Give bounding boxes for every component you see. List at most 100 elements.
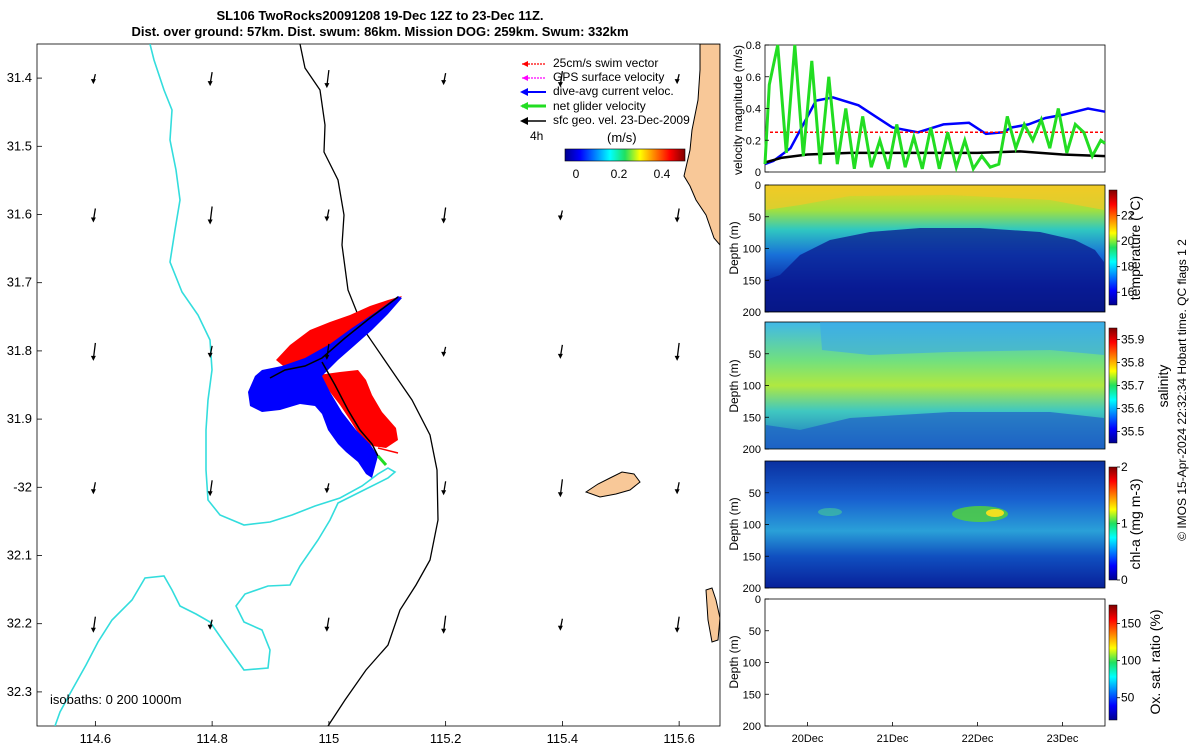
- geo-velocity-arrowhead: [207, 624, 213, 630]
- legend-item-sfc-geo: sfc geo. vel. 23-Dec-2009: [520, 113, 690, 127]
- geo-velocity-arrowhead: [674, 489, 680, 495]
- depth-tick-label: 50: [749, 212, 761, 224]
- temperature-c-ticks: 16 18 20 22: [1117, 209, 1135, 299]
- geo-velocity-arrowhead: [674, 627, 680, 633]
- depth-tick-label: 100: [743, 520, 761, 532]
- velocity-series-line: [763, 44, 1106, 173]
- swim-vectors-red: [276, 296, 402, 370]
- salinity-clabel: salinity: [1155, 365, 1171, 408]
- velocity-ylabel: velocity magnitude (m/s): [731, 45, 745, 175]
- legend-label-dive-avg: dive-avg current veloc.: [553, 84, 674, 98]
- geo-velocity-arrowhead: [557, 625, 563, 631]
- velocity-series-line: [764, 150, 1106, 164]
- geo-velocity-arrowhead: [324, 354, 330, 360]
- geo-velocity-arrowhead: [441, 80, 447, 86]
- depth-tick-label: 200: [743, 307, 761, 319]
- title-line-1: SL106 TwoRocks20091208 19-Dec 12Z to 23-…: [216, 8, 544, 23]
- colorbar-tick-label: 20: [1121, 234, 1135, 248]
- map-y-tick-label: 32.1: [7, 548, 32, 563]
- oxygen-axes-box: [764, 598, 1106, 727]
- geo-velocity-arrowhead: [557, 353, 563, 359]
- time-x-tick-label: 23Dec: [1047, 733, 1079, 745]
- depth-tick-label: 0: [755, 594, 761, 606]
- geo-velocity-arrowhead: [674, 217, 680, 223]
- depth-tick-label: 200: [743, 583, 761, 595]
- map-x-tick-label: 115.2: [430, 731, 462, 746]
- geo-velocity-arrowhead: [557, 82, 563, 88]
- map-x-tick-label: 115: [319, 731, 340, 746]
- colorbar-tick-label: 16: [1121, 285, 1135, 299]
- geo-velocity-arrowhead: [441, 628, 447, 634]
- legend-item-gps: GPS surface velocity: [522, 70, 664, 84]
- colorbar-tick-label: 100: [1121, 654, 1141, 668]
- oxygen-y-ticks: 0 50 100 150 200: [743, 594, 769, 733]
- velocity-y-tick-label: 0.2: [746, 135, 761, 147]
- oxygen-panel: Ox. sat. ratio (%) Depth (m) 0 50 100 150 20…: [727, 594, 1163, 745]
- colorbar-tick-label: 35.7: [1121, 379, 1145, 393]
- map-y-tick-label: 31.8: [7, 343, 32, 358]
- map-x-tick-label: 115.4: [547, 731, 579, 746]
- chlorophyll-patch: [818, 508, 842, 516]
- title-line-2: Dist. over ground: 57km. Dist. swum: 86k…: [131, 24, 629, 39]
- depth-tick-label: 0: [755, 180, 761, 192]
- depth-tick-label: 150: [743, 689, 761, 701]
- colorbar-tick-label: 1: [1121, 517, 1128, 531]
- chlorophyll-ylabel: Depth (m): [727, 497, 741, 550]
- colorbar-tick-label: 22: [1121, 209, 1135, 223]
- figure-title: SL106 TwoRocks20091208 19-Dec 12Z to 23-…: [40, 8, 720, 40]
- colorbar-tick-label: 0: [1121, 573, 1128, 587]
- temperature-clabel: temperature (°C): [1127, 196, 1143, 300]
- temperature-deep-layer: [766, 228, 1104, 311]
- geo-velocity-arrowhead: [324, 488, 330, 494]
- colorbar-tick-label: 50: [1121, 691, 1135, 705]
- map-y-tick-label: -32: [13, 479, 32, 494]
- map-y-tick-label: 32.3: [7, 684, 32, 699]
- legend-label-gps: GPS surface velocity: [553, 70, 664, 84]
- track-line: [269, 296, 399, 457]
- geo-velocity-arrowhead: [207, 219, 213, 225]
- velocity-y-tick-label: 0: [755, 167, 761, 179]
- salinity-c-ticks: 35.5 35.6 35.7 35.8 35.9: [1117, 333, 1145, 439]
- salinity-deep-layer: [766, 412, 1104, 448]
- geo-velocity-arrowhead: [207, 352, 213, 358]
- legend-label-swim-vector: 25cm/s swim vector: [553, 56, 658, 70]
- legend-arrowhead-green: [520, 102, 528, 110]
- colorbar-tick-label: 18: [1121, 260, 1135, 274]
- glider-track: [248, 296, 402, 478]
- land-mainland: [683, 44, 720, 246]
- current-vectors-blue: [248, 296, 402, 478]
- depth-tick-label: 150: [743, 551, 761, 563]
- copyright-footer: © IMOS 15-Apr-2024 22:32:34 Hobart time.…: [1175, 239, 1189, 541]
- map-y-tick-label: 31.4: [7, 70, 32, 85]
- depth-tick-label: 150: [743, 275, 761, 287]
- temperature-y-ticks: 0 50 100 150 200: [743, 180, 769, 319]
- map-y-ticks: 31.4 31.5 31.6 31.7 31.8 31.9 -32 32.1 32.2 32.3: [7, 70, 42, 699]
- oxygen-colorbar: [1108, 604, 1118, 721]
- depth-tick-label: 100: [743, 244, 761, 256]
- isobath-200m: [299, 44, 439, 726]
- legend-label-net-glider: net glider velocity: [553, 99, 646, 113]
- time-x-ticks: 20Dec 21Dec 22Dec 23Dec: [792, 722, 1079, 745]
- colorbar-tick-label: 35.9: [1121, 333, 1145, 347]
- velocity-y-tick-label: 0.4: [746, 104, 761, 116]
- legend-item-net-glider: net glider velocity: [520, 99, 646, 113]
- colorbar-tick-label: 35.6: [1121, 402, 1145, 416]
- net-velocity-end: [376, 455, 388, 466]
- colorbar-tick-label: 150: [1121, 617, 1141, 631]
- map-x-tick-label: 115.6: [663, 731, 695, 746]
- isobath-1000m: [54, 44, 397, 726]
- depth-tick-label: 150: [743, 412, 761, 424]
- time-x-tick-label: 21Dec: [877, 733, 909, 745]
- geo-velocity-arrowhead: [324, 83, 330, 89]
- depth-tick-label: 50: [749, 349, 761, 361]
- geo-velocity-arrowhead: [324, 626, 330, 632]
- chlorophyll-heatmap: [764, 460, 1106, 589]
- geo-velocity-arrowhead: [674, 355, 680, 361]
- salinity-y-ticks: 50 100 150 200: [743, 349, 769, 456]
- depth-tick-label: 100: [743, 381, 761, 393]
- surface-geostrophic-arrows: [90, 70, 680, 634]
- oxygen-clabel: Ox. sat. ratio (%): [1147, 609, 1163, 714]
- chlorophyll-c-ticks: 0 1 2: [1117, 460, 1128, 587]
- colorbar-tick-label: 35.5: [1121, 425, 1145, 439]
